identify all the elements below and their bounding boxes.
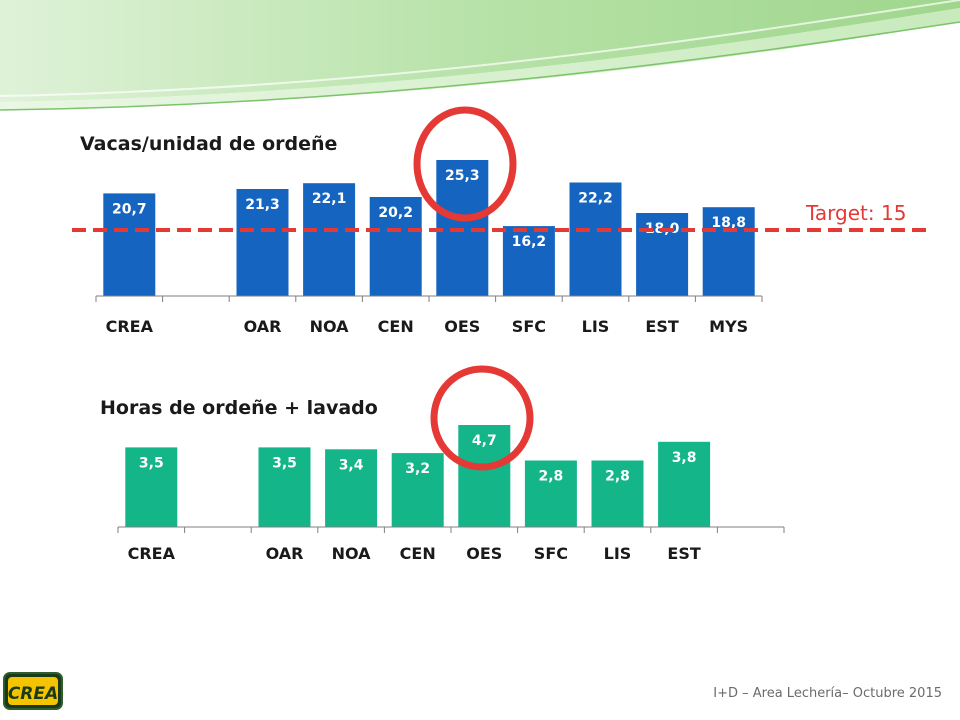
category-label: OES: [466, 544, 502, 563]
category-label: CEN: [400, 544, 436, 563]
data-label: 20,7: [112, 201, 147, 217]
logo-inner: [8, 677, 58, 705]
category-label: OAR: [244, 317, 282, 336]
data-label: 3,2: [405, 461, 430, 477]
data-label: 25,3: [445, 168, 480, 184]
data-label: 22,1: [312, 191, 347, 207]
bar-est: [636, 213, 689, 296]
data-label: 3,5: [139, 455, 164, 471]
target-label: Target: 15: [805, 201, 906, 225]
category-label: EST: [667, 544, 700, 563]
bar-oar: [258, 447, 311, 527]
category-label: OAR: [266, 544, 304, 563]
highlight-circle-oes-bottom: [430, 365, 534, 471]
chart-title: Horas de ordeñe + lavado: [100, 397, 378, 419]
logo-text: CREA: [8, 684, 58, 704]
category-label: LIS: [582, 317, 610, 336]
data-label: 18,8: [711, 215, 746, 231]
category-label: NOA: [310, 317, 350, 336]
data-label: 21,3: [245, 197, 280, 213]
crea-logo: CREA: [3, 672, 63, 710]
footer-text: I+D – Area Lechería– Octubre 2015: [713, 686, 942, 701]
data-label: 4,7: [472, 433, 497, 449]
chart-vacas-unidad-ordene: Vacas/unidad de ordeñe 20,7 21,3 22,1 20,2 2…: [80, 133, 763, 336]
bar-sfc: [502, 226, 555, 296]
chart-title: Vacas/unidad de ordeñe: [80, 133, 337, 155]
category-label: CREA: [128, 544, 176, 563]
data-label: 22,2: [578, 191, 613, 207]
bar-noa: [303, 183, 356, 296]
data-label: 2,8: [538, 469, 563, 485]
target-line-group: Target: 15: [72, 201, 932, 232]
category-label: SFC: [534, 544, 568, 563]
bar-oes: [458, 425, 511, 527]
bar-sfc: [524, 460, 577, 527]
bar-cen: [391, 453, 444, 527]
data-label: 20,2: [378, 205, 413, 221]
data-label: 3,5: [272, 455, 297, 471]
chart-horas-ordene-lavado: Horas de ordeñe + lavado 3,5 3,5 3,4 3,2 4,7…: [100, 397, 785, 563]
category-label: CEN: [378, 317, 414, 336]
bar-est: [658, 441, 711, 527]
bar-oar: [236, 189, 289, 296]
category-label: EST: [645, 317, 678, 336]
bar-lis: [591, 460, 644, 527]
header-decoration: [0, 0, 960, 111]
category-label: MYS: [709, 317, 748, 336]
highlight-circles: [413, 106, 534, 471]
bar-noa: [325, 449, 378, 527]
highlight-circle-oes-top: [413, 106, 517, 222]
category-label: OES: [444, 317, 480, 336]
category-label: SFC: [512, 317, 546, 336]
data-label: 2,8: [605, 469, 630, 485]
category-label: NOA: [332, 544, 372, 563]
bar-cen: [369, 197, 422, 296]
bar-crea: [103, 193, 156, 296]
data-label: 3,8: [672, 450, 697, 466]
data-label: 16,2: [512, 234, 547, 250]
bar-lis: [569, 182, 622, 296]
bar-mys: [702, 207, 755, 296]
category-label: LIS: [604, 544, 632, 563]
category-label: CREA: [106, 317, 154, 336]
data-label: 3,4: [339, 457, 364, 473]
bar-crea: [125, 447, 178, 527]
